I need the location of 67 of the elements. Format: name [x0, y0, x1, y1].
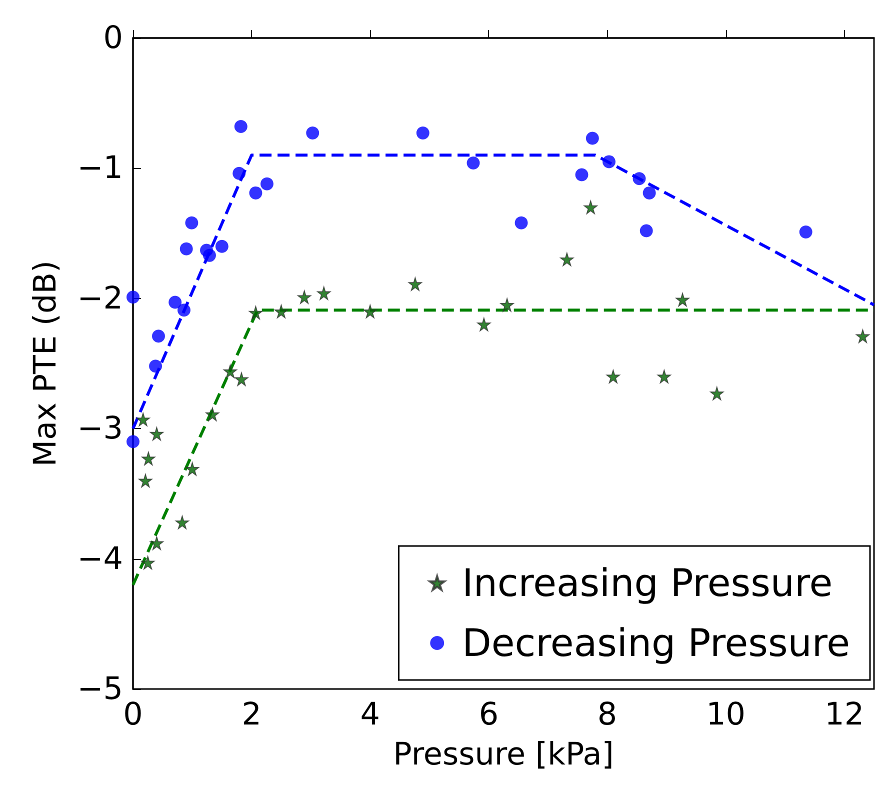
point	[142, 452, 156, 466]
point	[363, 304, 378, 318]
point	[297, 290, 312, 304]
point	[500, 298, 514, 312]
point	[232, 166, 246, 180]
point	[260, 177, 274, 190]
point	[152, 330, 165, 343]
point	[316, 286, 331, 300]
point	[202, 248, 216, 262]
y-tick-label: 0	[103, 20, 123, 56]
point	[206, 407, 220, 422]
point	[416, 126, 430, 140]
point	[274, 304, 288, 318]
point	[306, 126, 320, 140]
point	[676, 292, 690, 307]
point	[408, 277, 422, 291]
y-tick-label: −3	[77, 410, 123, 447]
x-tick-label: 10	[706, 696, 746, 732]
point	[640, 224, 653, 238]
point	[632, 172, 646, 186]
point	[185, 216, 198, 230]
point	[657, 370, 672, 384]
legend-label: Decreasing Pressure	[462, 621, 850, 665]
point	[606, 370, 620, 384]
x-tick-label: 6	[478, 696, 499, 732]
point	[584, 200, 598, 214]
x-tick-label: 2	[242, 696, 262, 732]
point	[586, 132, 599, 145]
point	[180, 242, 193, 256]
point	[168, 296, 182, 309]
point	[642, 186, 656, 200]
point	[149, 360, 162, 373]
point	[560, 252, 574, 266]
point	[126, 435, 140, 448]
point	[185, 462, 200, 476]
y-axis-title: Max PTE (dB)	[28, 260, 64, 467]
point	[175, 515, 190, 530]
point	[249, 186, 262, 200]
point	[223, 364, 238, 378]
legend-label: Increasing Pressure	[462, 561, 833, 605]
x-tick-label: 8	[597, 696, 618, 732]
point	[138, 474, 152, 488]
point	[575, 168, 588, 182]
point	[477, 318, 491, 332]
point	[234, 372, 248, 386]
x-axis-title: Pressure [kPa]	[393, 736, 614, 772]
x-tick-label: 12	[824, 696, 864, 732]
y-tick-label: −1	[77, 150, 123, 186]
point	[136, 412, 150, 426]
point	[140, 556, 155, 570]
point	[602, 155, 616, 168]
point	[514, 216, 528, 230]
point	[799, 226, 812, 238]
point	[234, 120, 248, 134]
y-tick-label: −5	[77, 671, 123, 707]
point	[215, 240, 228, 253]
point	[856, 329, 870, 344]
point	[150, 426, 164, 441]
point	[248, 306, 263, 320]
y-tick-label: −2	[77, 280, 123, 316]
point	[710, 386, 724, 400]
point	[150, 536, 164, 550]
y-tick-label: −4	[77, 540, 123, 577]
point	[466, 156, 480, 170]
x-tick-label: 4	[360, 696, 380, 732]
point	[126, 290, 140, 304]
point	[177, 304, 190, 317]
